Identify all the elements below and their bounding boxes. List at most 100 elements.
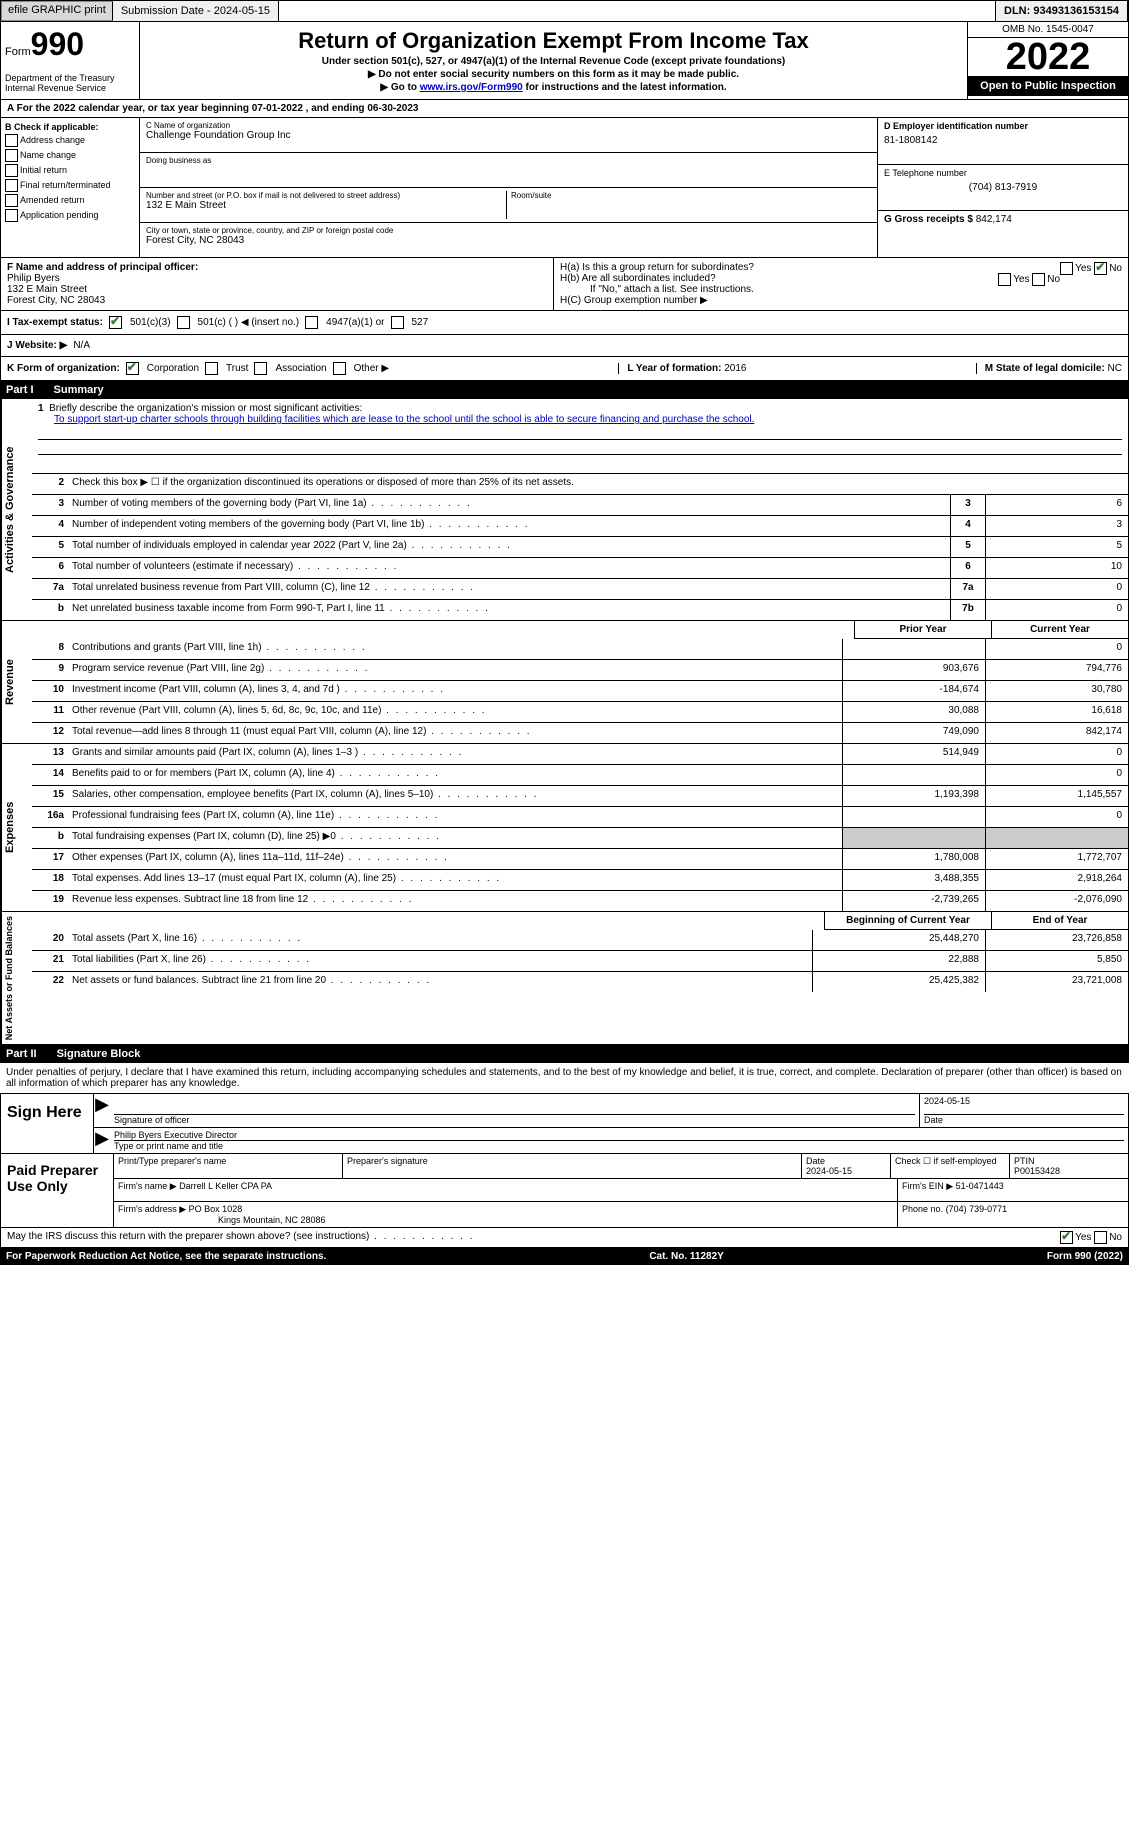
subtitle-2: ▶ Do not enter social security numbers o… — [144, 69, 963, 80]
line-14: 14 Benefits paid to or for members (Part… — [32, 765, 1128, 786]
discuss-yes-check[interactable] — [1060, 1231, 1073, 1244]
name-label: Type or print name and title — [114, 1141, 223, 1151]
org-name-label: C Name of organization — [146, 121, 871, 130]
form-footer: Form 990 (2022) — [1047, 1251, 1123, 1262]
room-label: Room/suite — [511, 191, 871, 200]
hb-no-check[interactable] — [1032, 273, 1045, 286]
amended-return-check[interactable] — [5, 194, 18, 207]
org-name: Challenge Foundation Group Inc — [146, 130, 871, 141]
box-h: H(a) Is this a group return for subordin… — [554, 258, 1128, 310]
line-13: 13 Grants and similar amounts paid (Part… — [32, 744, 1128, 765]
side-revenue: Revenue — [1, 621, 32, 743]
irs-label: Internal Revenue Service — [5, 83, 135, 93]
sign-date: 2024-05-15 — [924, 1096, 1124, 1115]
501c-check[interactable] — [177, 316, 190, 329]
trust-check[interactable] — [205, 362, 218, 375]
domicile-value: NC — [1108, 363, 1122, 374]
firm-name-label: Firm's name ▶ — [118, 1181, 177, 1191]
firm-addr-label: Firm's address ▶ — [118, 1204, 186, 1214]
efile-btn[interactable]: efile GRAPHIC print — [1, 1, 113, 21]
line-a: A For the 2022 calendar year, or tax yea… — [0, 100, 1129, 118]
tel-value: (704) 813-7919 — [884, 182, 1122, 193]
ha-no-check[interactable] — [1094, 262, 1107, 275]
addr-value: 132 E Main Street — [146, 200, 506, 211]
submission-date: Submission Date - 2024-05-15 — [113, 1, 279, 21]
side-activities: Activities & Governance — [1, 399, 32, 620]
addr-label: Number and street (or P.O. box if mail i… — [146, 191, 506, 200]
name-change-check[interactable] — [5, 149, 18, 162]
subtitle-3: ▶ Go to www.irs.gov/Form990 for instruct… — [144, 82, 963, 93]
firm-ein: 51-0471443 — [956, 1181, 1004, 1191]
527-check[interactable] — [391, 316, 404, 329]
part2-title: Signature Block — [57, 1048, 141, 1060]
penalties-text: Under penalties of perjury, I declare th… — [0, 1063, 1129, 1094]
line-b: b Total fundraising expenses (Part IX, c… — [32, 828, 1128, 849]
phone-label: Phone no. — [902, 1204, 943, 1214]
discuss-no-check[interactable] — [1094, 1231, 1107, 1244]
discuss-q: May the IRS discuss this return with the… — [7, 1231, 475, 1242]
line-20: 20 Total assets (Part X, line 16) 25,448… — [32, 930, 1128, 951]
ha-yes-check[interactable] — [1060, 262, 1073, 275]
line-6: 6 Total number of volunteers (estimate i… — [32, 558, 1128, 579]
status-label: I Tax-exempt status: — [7, 317, 103, 328]
ptin-label: PTIN — [1014, 1156, 1035, 1166]
address-change-check[interactable] — [5, 134, 18, 147]
city-label: City or town, state or province, country… — [146, 226, 871, 235]
firm-addr1: PO Box 1028 — [189, 1204, 243, 1214]
part1-num: Part I — [6, 384, 34, 396]
form990-link[interactable]: www.irs.gov/Form990 — [420, 82, 523, 93]
corp-check[interactable] — [126, 362, 139, 375]
side-expenses: Expenses — [1, 744, 32, 911]
paperwork-notice: For Paperwork Reduction Act Notice, see … — [6, 1251, 326, 1262]
current-year-header: Current Year — [991, 621, 1128, 639]
arrow-icon-2: ▶ — [94, 1128, 110, 1153]
sig-label: Signature of officer — [114, 1115, 189, 1125]
line-4: 4 Number of independent voting members o… — [32, 516, 1128, 537]
line-7a: 7a Total unrelated business revenue from… — [32, 579, 1128, 600]
firm-ein-label: Firm's EIN ▶ — [902, 1181, 953, 1191]
domicile-label: M State of legal domicile: — [985, 363, 1105, 374]
officer-addr1: 132 E Main Street — [7, 284, 547, 295]
officer-addr2: Forest City, NC 28043 — [7, 295, 547, 306]
city-value: Forest City, NC 28043 — [146, 235, 871, 246]
ein-value: 81-1808142 — [884, 135, 1122, 146]
prep-sig-label: Preparer's signature — [347, 1156, 428, 1166]
prior-year-header: Prior Year — [854, 621, 991, 639]
part2-num: Part II — [6, 1048, 37, 1060]
line-9: 9 Program service revenue (Part VIII, li… — [32, 660, 1128, 681]
line-18: 18 Total expenses. Add lines 13–17 (must… — [32, 870, 1128, 891]
ein-label: D Employer identification number — [884, 121, 1122, 131]
tel-label: E Telephone number — [884, 168, 1122, 178]
year-formation-label: L Year of formation: — [627, 363, 721, 374]
box-b: B Check if applicable: Address change Na… — [1, 118, 140, 257]
4947-check[interactable] — [305, 316, 318, 329]
year-formation-value: 2016 — [724, 363, 746, 374]
begin-year-header: Beginning of Current Year — [824, 912, 991, 930]
other-check[interactable] — [333, 362, 346, 375]
dln: DLN: 93493136153154 — [996, 1, 1128, 21]
website-value: N/A — [73, 340, 90, 351]
tax-year: 2022 — [968, 38, 1128, 76]
prep-self-check[interactable]: Check ☐ if self-employed — [895, 1156, 997, 1166]
final-return-check[interactable] — [5, 179, 18, 192]
line-19: 19 Revenue less expenses. Subtract line … — [32, 891, 1128, 911]
line-16a: 16a Professional fundraising fees (Part … — [32, 807, 1128, 828]
officer-name: Philip Byers — [7, 273, 547, 284]
arrow-icon: ▶ — [94, 1094, 110, 1127]
form-label: Form — [5, 46, 31, 58]
initial-return-check[interactable] — [5, 164, 18, 177]
website-label: J Website: ▶ — [7, 340, 67, 351]
firm-name: Darrell L Keller CPA PA — [179, 1181, 272, 1191]
open-public-badge: Open to Public Inspection — [968, 76, 1128, 96]
501c3-check[interactable] — [109, 316, 122, 329]
line-21: 21 Total liabilities (Part X, line 26) 2… — [32, 951, 1128, 972]
assoc-check[interactable] — [254, 362, 267, 375]
hc-label: H(C) Group exemption number ▶ — [560, 295, 1122, 306]
hb-yes-check[interactable] — [998, 273, 1011, 286]
form-number: 990 — [31, 26, 84, 62]
application-pending-check[interactable] — [5, 209, 18, 222]
top-spacer — [279, 1, 996, 21]
page-title: Return of Organization Exempt From Incom… — [144, 28, 963, 54]
korg-label: K Form of organization: — [7, 363, 120, 374]
box-b-label: B Check if applicable: — [5, 122, 135, 132]
